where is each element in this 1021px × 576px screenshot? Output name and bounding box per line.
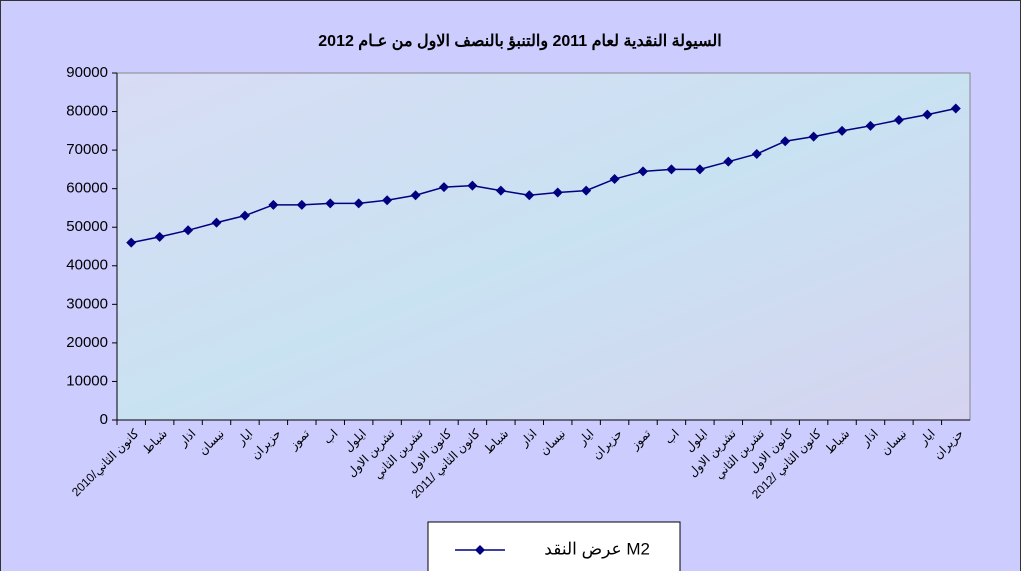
y-tick-label: 90000 xyxy=(66,64,108,81)
y-tick-label: 80000 xyxy=(66,103,108,120)
legend-marker xyxy=(475,545,485,555)
marker xyxy=(268,199,279,210)
marker xyxy=(638,166,649,177)
marker xyxy=(837,125,848,136)
y-tick-label: 40000 xyxy=(66,257,108,274)
marker xyxy=(410,190,421,201)
y-tick-label: 50000 xyxy=(66,218,108,235)
marker xyxy=(438,182,449,193)
marker xyxy=(154,231,165,242)
marker xyxy=(893,115,904,126)
marker xyxy=(694,164,705,175)
marker xyxy=(666,164,677,175)
marker xyxy=(467,180,478,191)
y-tick-label: 20000 xyxy=(66,334,108,351)
y-tick-label: 30000 xyxy=(66,295,108,312)
marker xyxy=(353,198,364,209)
y-tick-label: 60000 xyxy=(66,180,108,197)
marker xyxy=(808,131,819,142)
marker xyxy=(239,210,250,221)
marker xyxy=(183,225,194,236)
y-tick-label: 0 xyxy=(100,411,108,428)
marker xyxy=(524,190,535,201)
legend-label: عرض النقد M2 xyxy=(544,539,650,559)
marker xyxy=(865,120,876,131)
marker xyxy=(211,217,222,228)
y-tick-label: 10000 xyxy=(66,372,108,389)
chart-title: السيولة النقدية لعام 2011 والتنبؤ بالنصف… xyxy=(318,33,721,51)
series-line xyxy=(131,107,956,244)
legend xyxy=(427,521,681,576)
y-tick-label: 70000 xyxy=(66,141,108,158)
marker xyxy=(382,195,393,206)
marker xyxy=(552,187,563,198)
marker xyxy=(126,237,137,248)
marker xyxy=(723,156,734,167)
marker xyxy=(325,198,336,209)
marker xyxy=(296,199,307,210)
marker xyxy=(950,103,961,114)
marker xyxy=(581,185,592,196)
plot-area xyxy=(116,72,971,421)
marker xyxy=(495,185,506,196)
marker xyxy=(780,136,791,147)
marker xyxy=(751,148,762,159)
marker xyxy=(922,109,933,120)
marker xyxy=(609,174,620,185)
